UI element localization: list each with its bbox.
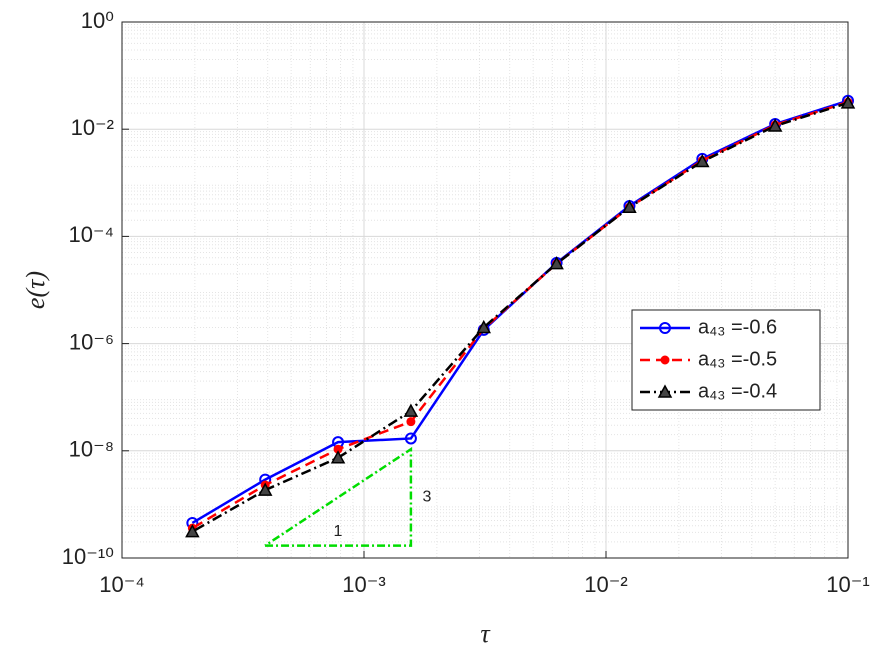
marker: [257, 482, 273, 496]
y-tick-label: 10⁻⁸: [69, 437, 114, 462]
series-line: [191, 101, 849, 533]
legend-label: a₄₃ =-0.5: [698, 348, 777, 370]
x-axis-label: τ: [480, 619, 491, 648]
x-tick-label: 10⁻²: [584, 572, 627, 597]
marker: [403, 403, 419, 417]
marker: [549, 256, 564, 270]
marker: [767, 118, 783, 132]
legend-label: a₄₃ =-0.4: [698, 380, 777, 402]
marker: [404, 432, 417, 445]
y-tick-label: 10⁻⁶: [69, 329, 114, 354]
y-tick-label: 10⁻¹⁰: [62, 544, 114, 569]
legend: a₄₃ =-0.6 a₄₃ =-0.5 a₄₃ =-0.4: [631, 309, 821, 411]
marker: [185, 524, 200, 538]
y-tick-label: 10⁻²: [71, 115, 114, 140]
x-tick-label: 10⁻⁴: [99, 572, 145, 597]
y-tick-label: 10⁰: [81, 8, 114, 33]
marker: [476, 319, 492, 334]
marker: [840, 95, 856, 109]
marker: [695, 153, 710, 168]
legend-label: a₄₃ =-0.6: [698, 316, 777, 338]
marker: [659, 322, 671, 334]
marker: [660, 355, 670, 365]
slope-triangle: [264, 446, 413, 547]
marker: [622, 199, 637, 213]
marker: [330, 450, 346, 464]
plot-frame: [121, 21, 849, 559]
marker: [657, 384, 673, 398]
y-axis-label: e(τ): [21, 271, 50, 309]
y-tick-label: 10⁻⁴: [68, 222, 114, 247]
x-tick-label: 10⁻³: [342, 572, 385, 597]
slope-label: 3: [422, 489, 431, 506]
marker: [406, 417, 416, 427]
slope-label: 1: [334, 523, 343, 540]
x-tick-label: 10⁻¹: [826, 572, 869, 597]
